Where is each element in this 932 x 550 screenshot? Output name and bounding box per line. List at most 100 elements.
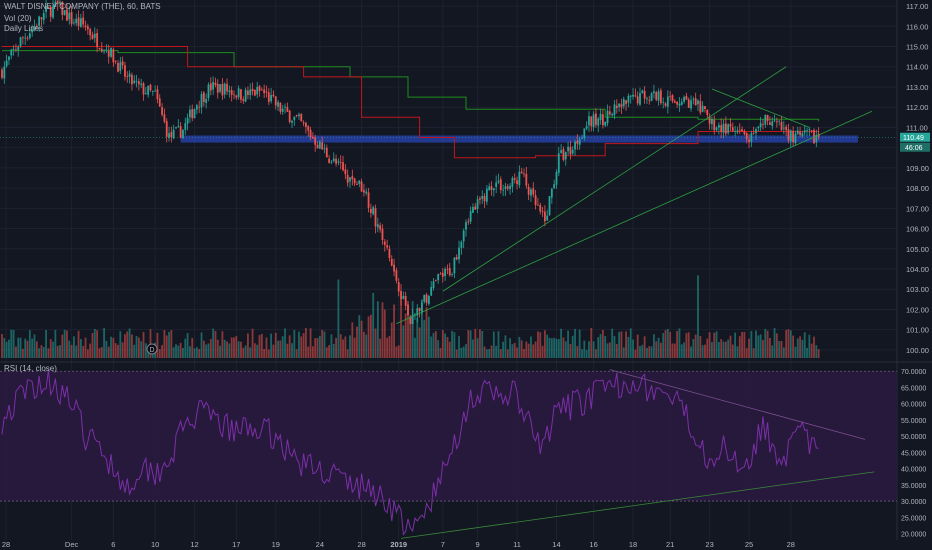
candle-body (77, 17, 80, 26)
volume-bar (103, 328, 105, 358)
trendlines[interactable] (396, 66, 873, 324)
price-axis[interactable]: 117.00 116.00 115.00 114.00 113.00 112.00 111.… (900, 2, 930, 539)
volume-bar (611, 328, 614, 358)
volume-bar (720, 339, 723, 358)
candle-body (96, 33, 99, 48)
volume-bar (618, 331, 621, 358)
time-axis[interactable]: 28 Dec 6 10 12 17 19 24 28 2019 7 9 11 14 16 18 21 23 25 28 (2, 540, 795, 549)
candle-body (33, 26, 36, 29)
rsi-trendline (400, 471, 875, 539)
rsi-legend[interactable]: RSI (14, close) (4, 364, 57, 373)
volume-bar (33, 334, 36, 358)
volume-bar (441, 329, 444, 358)
candle-body (270, 94, 273, 102)
candle-body (492, 188, 495, 191)
candle-body (172, 129, 175, 139)
volume-bar (650, 346, 653, 358)
candle-body (597, 118, 600, 126)
candle-body (576, 140, 579, 144)
volume-bar (771, 345, 774, 358)
candle-body (485, 188, 488, 202)
volume-bar (172, 347, 175, 358)
volume-bar (86, 349, 89, 358)
candle-body (504, 186, 507, 189)
volume-bar (209, 339, 212, 358)
candle-body (107, 50, 110, 57)
daily-lines-legend[interactable]: Daily Lines (4, 24, 44, 33)
candle-body (555, 171, 558, 185)
candle-body (704, 106, 706, 110)
volume-bar (242, 347, 245, 358)
volume-bar (381, 302, 384, 358)
symbol-title[interactable]: WALT DISNEY COMPANY (THE), 60, BATS (4, 2, 161, 11)
candle-body (706, 109, 709, 115)
volume-bar (757, 335, 760, 358)
volume-bar (5, 341, 8, 358)
candle-body (715, 127, 718, 130)
candle-body (321, 142, 324, 150)
candle-body (550, 188, 553, 198)
rsi-tick-label: 65.0000 (901, 385, 926, 392)
volume-bar (214, 330, 217, 358)
price-tick-label: 106.00 (906, 225, 929, 234)
volume-bar (775, 333, 778, 358)
volume-bar (344, 336, 347, 358)
candle-body (694, 98, 697, 106)
volume-bar (221, 331, 224, 358)
volume-bar (483, 346, 486, 358)
volume-bar (455, 349, 458, 358)
candle-body (89, 29, 92, 36)
volume-bar (161, 345, 163, 358)
price-tick-label: 117.00 (906, 2, 928, 11)
green-daily-line (2, 50, 820, 122)
candle-body (773, 120, 776, 122)
volume-bar (49, 339, 52, 358)
volume-bar (708, 332, 711, 358)
volume-bar (165, 335, 168, 358)
volume-bar (537, 331, 539, 358)
volume-bar (59, 345, 61, 358)
candle-body (738, 129, 741, 131)
candle-body (664, 103, 667, 106)
volume-bar (286, 343, 289, 358)
volume-bar (664, 330, 667, 358)
volume-bar (557, 339, 560, 358)
volume-bar (279, 340, 282, 358)
volume-legend[interactable]: Vol (20) (4, 14, 32, 23)
candle-body (562, 149, 565, 161)
volume-bar (738, 336, 741, 358)
candle-body (583, 128, 586, 138)
candle-body (295, 115, 298, 117)
volume-bar (785, 329, 788, 358)
candle-body (627, 95, 630, 103)
candle-body (318, 141, 321, 149)
candle-body (437, 274, 440, 281)
candle-body (386, 245, 389, 248)
volume-bar (683, 342, 685, 358)
volume-bar (205, 344, 208, 358)
volume-bar (567, 330, 569, 358)
candle-body (690, 100, 692, 109)
volume-bar (460, 347, 463, 358)
volume-bar (476, 338, 479, 358)
candle-body (676, 101, 679, 105)
volume-bar (613, 336, 616, 358)
candle-body (244, 89, 247, 102)
candle-body (808, 129, 811, 131)
volume-bar (601, 329, 604, 358)
candle-body (759, 123, 762, 128)
volume-bar (219, 345, 221, 358)
volume-bar (701, 345, 704, 358)
candle-body (483, 195, 486, 202)
volume-bar (260, 333, 263, 358)
volume-bar (655, 341, 658, 358)
volume-bar (810, 343, 813, 358)
volume-bar (592, 341, 595, 358)
candle-body (179, 125, 182, 138)
candle-body (553, 184, 556, 189)
volume-bar (694, 334, 697, 358)
volume-bar (736, 346, 739, 358)
volume-bar (813, 336, 815, 358)
volume-bar (499, 349, 502, 358)
